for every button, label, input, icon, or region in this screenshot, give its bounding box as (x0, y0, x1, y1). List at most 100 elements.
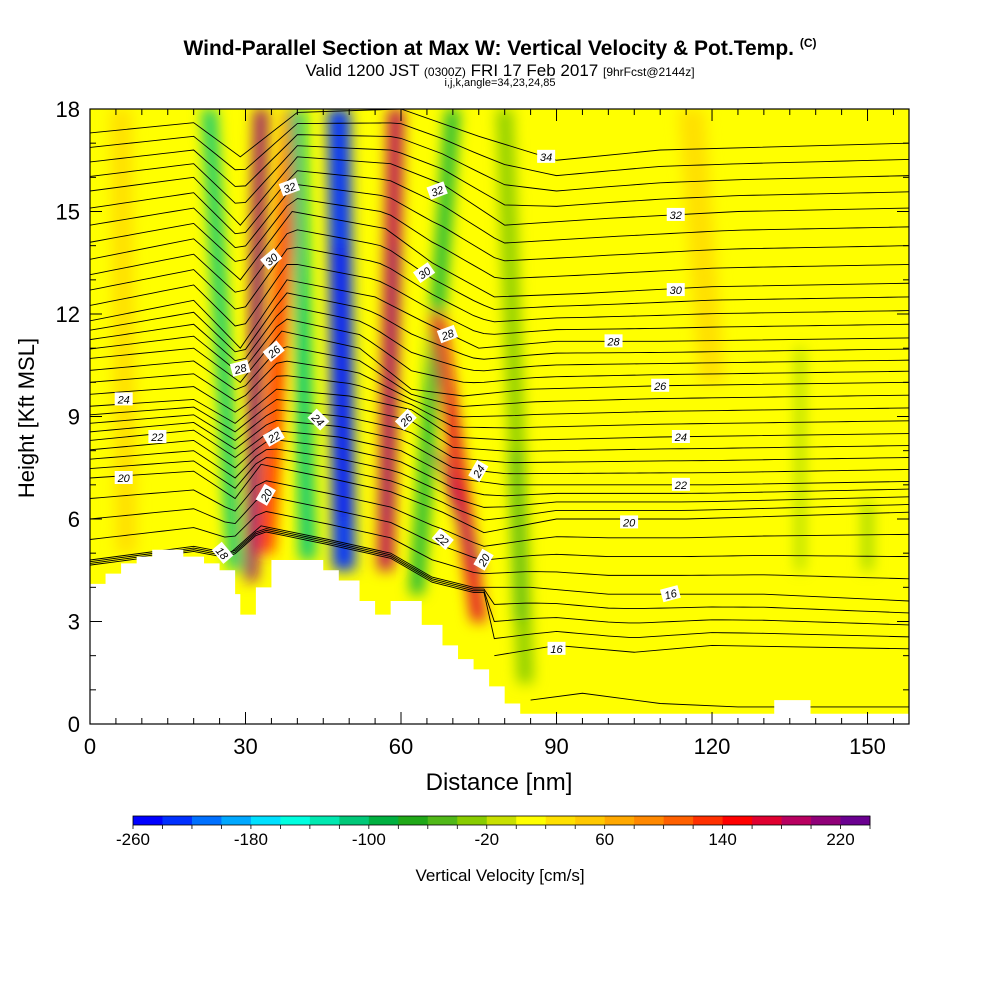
theta-contour-minor (90, 318, 909, 384)
theta-contour-minor (90, 495, 909, 561)
theta-contour-minor (90, 229, 909, 310)
contour-label-text: 26 (653, 381, 667, 393)
theta-contour-16-mid (494, 644, 909, 657)
theta-contour-minor (90, 375, 909, 429)
contour-label-bg (114, 471, 133, 484)
colorbar-swatch (575, 816, 606, 825)
contour-label-text: 22 (150, 432, 163, 444)
theta-contour-minor (90, 439, 909, 497)
colorbar-swatch (811, 816, 841, 825)
contour-label-bg (426, 181, 448, 200)
valid-time-utc: (0300Z) (423, 65, 466, 79)
theta-contour-minor (90, 305, 909, 372)
theta-contour-34 (90, 109, 909, 161)
contour-label-20: 20 (114, 471, 133, 485)
colorbar-swatch (133, 816, 163, 825)
contour-label-bg (211, 541, 234, 564)
terrain-mask (90, 549, 909, 724)
theta-contour-minor (90, 246, 909, 323)
colorbar-tick-label: -20 (474, 830, 499, 849)
x-tick-label: 60 (389, 734, 413, 759)
contour-label-bg (412, 262, 436, 284)
theta-contour-minor (90, 134, 909, 192)
contour-label-24: 24 (114, 392, 133, 406)
chart-title-mark: (C) (799, 36, 817, 50)
contour-label-28: 28 (604, 334, 623, 348)
contour-label-bg (671, 430, 690, 443)
contour-label-bg (666, 207, 685, 221)
theta-contour-minor (90, 292, 909, 360)
contour-label-text: 32 (430, 184, 446, 199)
colorbar-swatch (545, 816, 576, 825)
colorbar-frame (132, 815, 871, 826)
w-core-5 (382, 245, 400, 519)
colorbar-swatch (427, 816, 458, 825)
x-tick-label: 150 (849, 734, 886, 759)
colorbar-swatch (457, 816, 488, 825)
w-band-3 (289, 109, 316, 560)
colorbar-swatch (339, 816, 370, 825)
colorbar-swatch (663, 816, 694, 825)
theta-contour-minor (90, 511, 909, 580)
valid-date: FRI 17 Feb 2017 (470, 61, 599, 80)
colorbar-swatch (398, 816, 429, 825)
contour-label-bg (307, 408, 330, 431)
chart-title: Wind-Parallel Section at Max W: Vertical… (0, 36, 1000, 61)
colorbar-swatch (604, 816, 635, 825)
chart-title-text: Wind-Parallel Section at Max W: Vertical… (183, 37, 794, 60)
colorbar-swatch (693, 816, 723, 825)
x-tick-label: 120 (694, 734, 731, 759)
contour-label-28: 28 (436, 324, 459, 344)
theta-contour-minor (90, 170, 909, 244)
theta-contour-22 (90, 429, 909, 486)
contour-label-text: 22 (674, 480, 687, 492)
theta-contour-minor (90, 409, 909, 464)
colorbar-label: Vertical Velocity [cm/s] (415, 866, 584, 885)
theta-contour-minor (90, 145, 909, 207)
contour-label-26: 26 (651, 378, 670, 393)
x-tick-label: 90 (544, 734, 568, 759)
contour-label-20: 20 (620, 515, 639, 529)
contour-label-text: 16 (663, 588, 679, 603)
colorbar: -260 -180 -100 -20 60 140 220 (116, 815, 871, 849)
colorbar-swatch (162, 816, 193, 825)
axes: 0 30 60 90 120 150 0 3 6 9 12 15 18 (56, 97, 909, 759)
colorbar-swatch (516, 816, 547, 825)
contour-label-bg (604, 334, 623, 348)
contour-label-16: 16 (660, 585, 681, 603)
x-tick-label: 0 (84, 734, 96, 759)
theta-contour-minor (90, 399, 909, 452)
contour-label-24: 24 (671, 430, 690, 444)
valid-time-jst: Valid 1200 JST (305, 61, 420, 80)
theta-contour-minor (90, 346, 909, 407)
contour-label-bg (262, 426, 285, 447)
contour-label-bg (666, 283, 685, 297)
colorbar-swatch (280, 816, 311, 825)
colorbar-tick-label: 60 (595, 830, 614, 849)
colorbar-tick-label: -180 (234, 830, 268, 849)
theta-contour-20 (90, 463, 909, 534)
contour-label-22: 22 (262, 426, 285, 447)
contour-label-bg (394, 408, 417, 431)
y-tick-label: 12 (56, 302, 80, 327)
y-tick-label: 18 (56, 97, 80, 122)
theta-contour-minor (90, 264, 909, 335)
y-tick-label: 15 (56, 200, 80, 225)
contour-label-text: 28 (439, 327, 456, 343)
colorbar-swatch (781, 816, 812, 825)
contour-label-text: 32 (670, 210, 682, 222)
colorbar-swatch (486, 816, 517, 825)
contour-label-30: 30 (666, 283, 685, 297)
theta-contour-minor (90, 184, 909, 262)
theta-contour-minor (90, 448, 909, 508)
contour-label-text: 20 (117, 473, 131, 485)
colorbar-swatch (250, 816, 281, 825)
contour-label-bg (547, 641, 566, 655)
y-tick-label: 0 (68, 712, 80, 737)
x-tick-label: 30 (233, 734, 257, 759)
contour-label-bg (114, 392, 133, 406)
y-tick-label: 6 (68, 507, 80, 532)
theta-contour-minor (90, 480, 909, 547)
contour-label-bg (468, 459, 489, 482)
contour-label-32: 32 (426, 181, 448, 200)
